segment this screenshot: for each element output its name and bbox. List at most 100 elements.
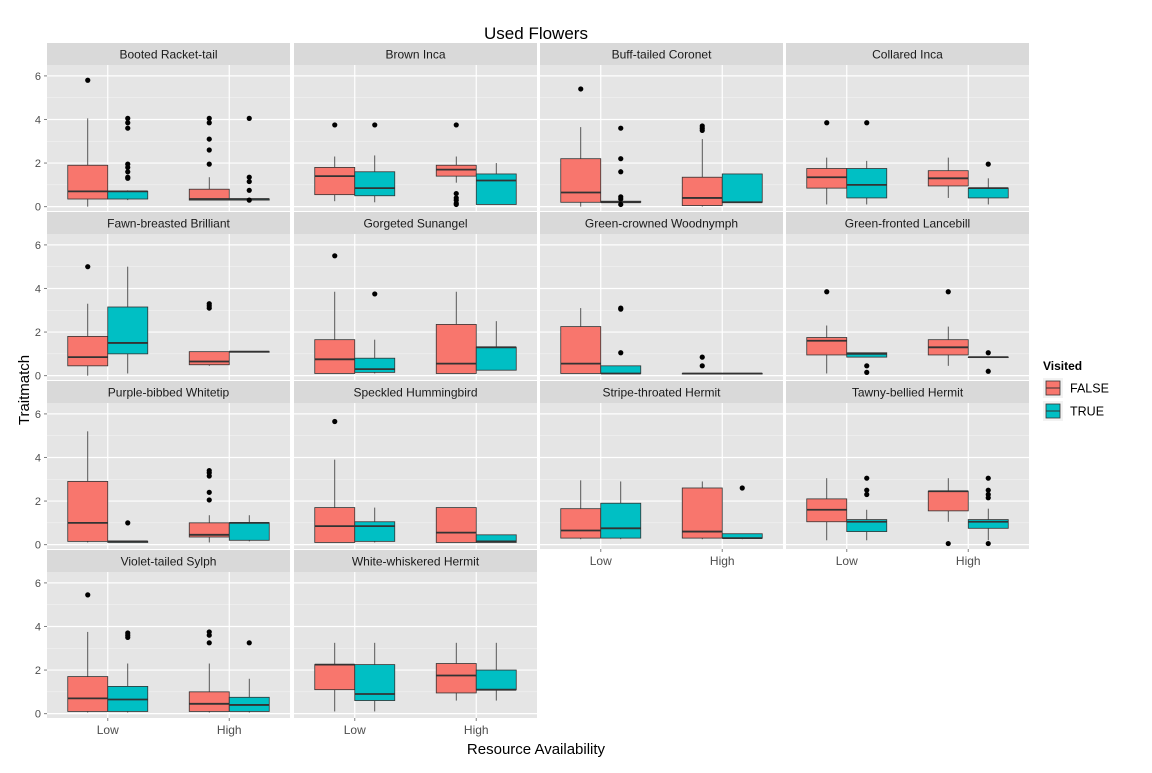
outlier-point [372,291,378,297]
outlier-point [864,369,870,375]
facet-panel: White-whiskered Hermit Low High [294,550,537,737]
boxplot-high-true [967,161,1009,205]
boxplot-high-true [228,640,270,713]
x-tick-label: Low [97,723,119,737]
boxplot-high-true [475,642,517,701]
outlier-point [125,634,131,640]
outlier-point [453,190,459,197]
box [314,339,356,374]
boxplot-low-true [354,642,396,712]
facet-panels: Booted Racket-tail 0 2 4 6 Brown Inca Buff-tai… [35,43,1029,737]
x-tick-label: High [710,554,735,568]
boxplot-high-false [435,291,477,374]
x-tick-label: High [956,554,981,568]
box [600,365,642,374]
facet-strip [47,43,290,65]
outlier-point [453,201,459,208]
boxplot-low-true [107,520,149,543]
boxplot-high-false [927,478,969,547]
facet-panel: Gorgeted Sunangel [294,212,537,380]
facet-title: Violet-tailed Sylph [121,555,217,569]
legend-label: TRUE [1070,405,1104,419]
outlier-point [985,487,991,493]
facet-strip [786,381,1029,403]
boxplot-high-true [475,534,517,543]
outlier-point [332,418,338,425]
box [107,306,149,355]
box [354,357,396,373]
outlier-point [85,592,91,598]
box [846,168,888,199]
facet-title: Stripe-throated Hermit [602,386,721,400]
boxplot-high-false [435,507,477,543]
y-tick-label: 6 [35,409,41,421]
boxplot-high-false [188,467,230,543]
box [435,507,477,543]
box [67,676,109,712]
facet-panel: Stripe-throated Hermit Low High [540,381,783,568]
boxplot-low-true [846,120,888,205]
outlier-point [699,127,705,133]
boxplot-high-false [188,629,230,713]
box [67,164,109,200]
boxplot-low-true [107,630,149,713]
outlier-point [125,520,131,526]
facet-strip [786,43,1029,65]
box [188,351,230,366]
boxplot-high-true [228,115,270,203]
outlier-point [206,136,212,142]
boxplot-low-true [107,266,149,374]
boxplot-low-false [560,480,602,540]
box [846,352,888,358]
outlier-point [206,473,212,479]
boxplot-low-true [846,352,888,375]
facet-panel: Purple-bibbed Whitetip 0 2 4 6 [35,381,290,552]
y-tick-label: 4 [35,114,41,126]
facet-title: Purple-bibbed Whitetip [108,386,230,400]
x-axis-label: Resource Availability [467,741,606,758]
outlier-point [206,632,212,638]
facet-panel: Speckled Hummingbird [294,381,537,549]
boxplot-high-true [475,163,517,205]
legend-title: Visited [1043,359,1082,373]
box [967,187,1009,199]
box [314,664,356,691]
box [107,190,149,200]
facet-strip [47,381,290,403]
legend: Visited FALSE TRUE [1043,359,1109,421]
box [435,324,477,374]
boxplot-low-false [806,289,848,374]
outlier-point [125,115,131,121]
boxplot-low-false [314,418,356,543]
facet-panel: Fawn-breasted Brilliant 0 2 4 6 [35,212,290,383]
legend-label: FALSE [1070,382,1109,396]
boxplot-low-false [560,86,602,207]
facet-strip [540,43,783,65]
facet-panel: Booted Racket-tail 0 2 4 6 [35,43,290,214]
boxplot-high-true [228,515,270,542]
facet-strip [294,381,537,403]
facet-strip [47,550,290,572]
outlier-point [985,368,991,374]
outlier-point [85,77,91,83]
outlier-point [206,161,212,167]
facet-strip [294,212,537,234]
y-tick-label: 6 [35,578,41,590]
facet-strip [540,212,783,234]
outlier-point [246,187,252,193]
y-tick-label: 0 [35,371,41,383]
facet-strip [47,212,290,234]
box [927,490,969,512]
facet-title: Tawny-bellied Hermit [852,386,964,400]
boxplot-high-false [681,481,723,540]
box [475,173,517,205]
boxplot-high-false [927,289,969,366]
y-tick-label: 2 [35,665,41,677]
box [354,521,396,542]
x-tick-label: Low [344,723,366,737]
outlier-point [125,164,131,171]
facet-panel: Tawny-bellied Hermit Low High [786,381,1029,568]
outlier-point [618,196,624,202]
